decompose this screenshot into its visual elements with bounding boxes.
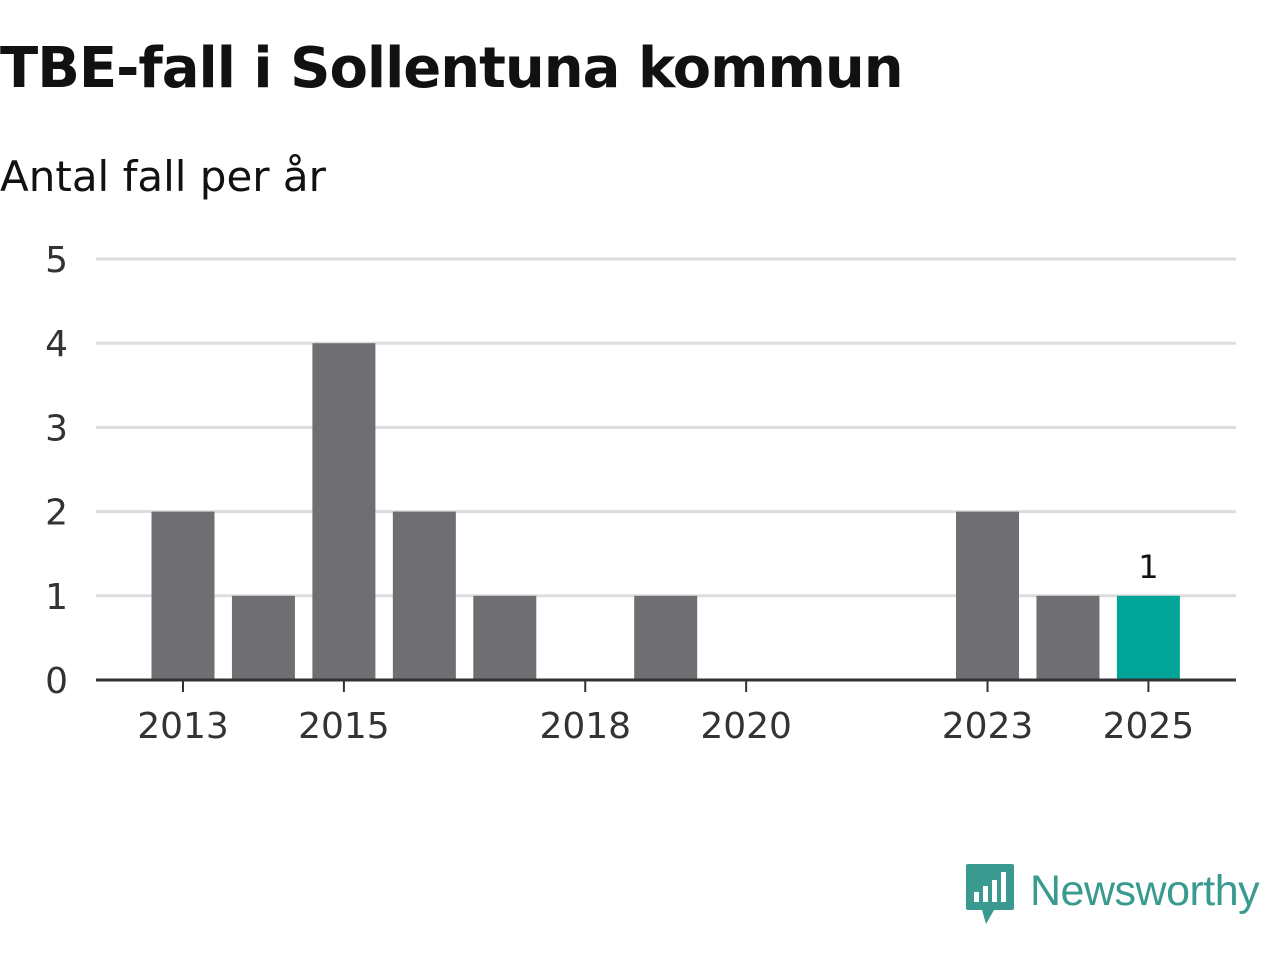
y-tick-label: 2 <box>45 493 68 534</box>
bar <box>956 511 1019 680</box>
bars <box>151 343 1180 680</box>
y-tick-label: 5 <box>45 240 68 281</box>
bar <box>473 595 537 680</box>
y-tick-label: 0 <box>45 661 68 702</box>
x-tick-label: 2025 <box>1103 706 1195 747</box>
x-tick-label: 2018 <box>539 706 631 747</box>
x-tick-label: 2015 <box>298 706 390 747</box>
newsworthy-logo-icon <box>966 864 1014 924</box>
x-axis-ticks: 2013 2015 2018 2020 2023 2025 <box>137 680 1194 747</box>
data-label: 1 <box>1138 548 1158 586</box>
chart-title: TBE-fall i Sollentuna kommun <box>0 36 904 101</box>
y-tick-label: 1 <box>45 577 68 618</box>
x-tick-label: 2023 <box>942 706 1034 747</box>
grid-lines <box>96 257 1236 598</box>
y-axis-ticks: 0 1 2 3 4 5 <box>45 240 68 702</box>
bar-highlight <box>1116 595 1180 680</box>
x-tick-label: 2013 <box>137 706 229 747</box>
data-labels: 1 <box>1138 548 1158 586</box>
brand-footer: Newsworthy <box>964 862 1260 928</box>
bar <box>634 595 698 680</box>
chart-subtitle: Antal fall per år <box>0 152 326 201</box>
bar <box>1036 595 1100 680</box>
bar <box>151 511 215 680</box>
x-tick-label: 2020 <box>700 706 792 747</box>
y-tick-label: 3 <box>45 408 68 449</box>
y-tick-label: 4 <box>45 324 68 365</box>
bar <box>392 511 456 680</box>
bar <box>312 343 376 680</box>
bar <box>231 595 295 680</box>
brand-name: Newsworthy <box>1030 866 1260 915</box>
